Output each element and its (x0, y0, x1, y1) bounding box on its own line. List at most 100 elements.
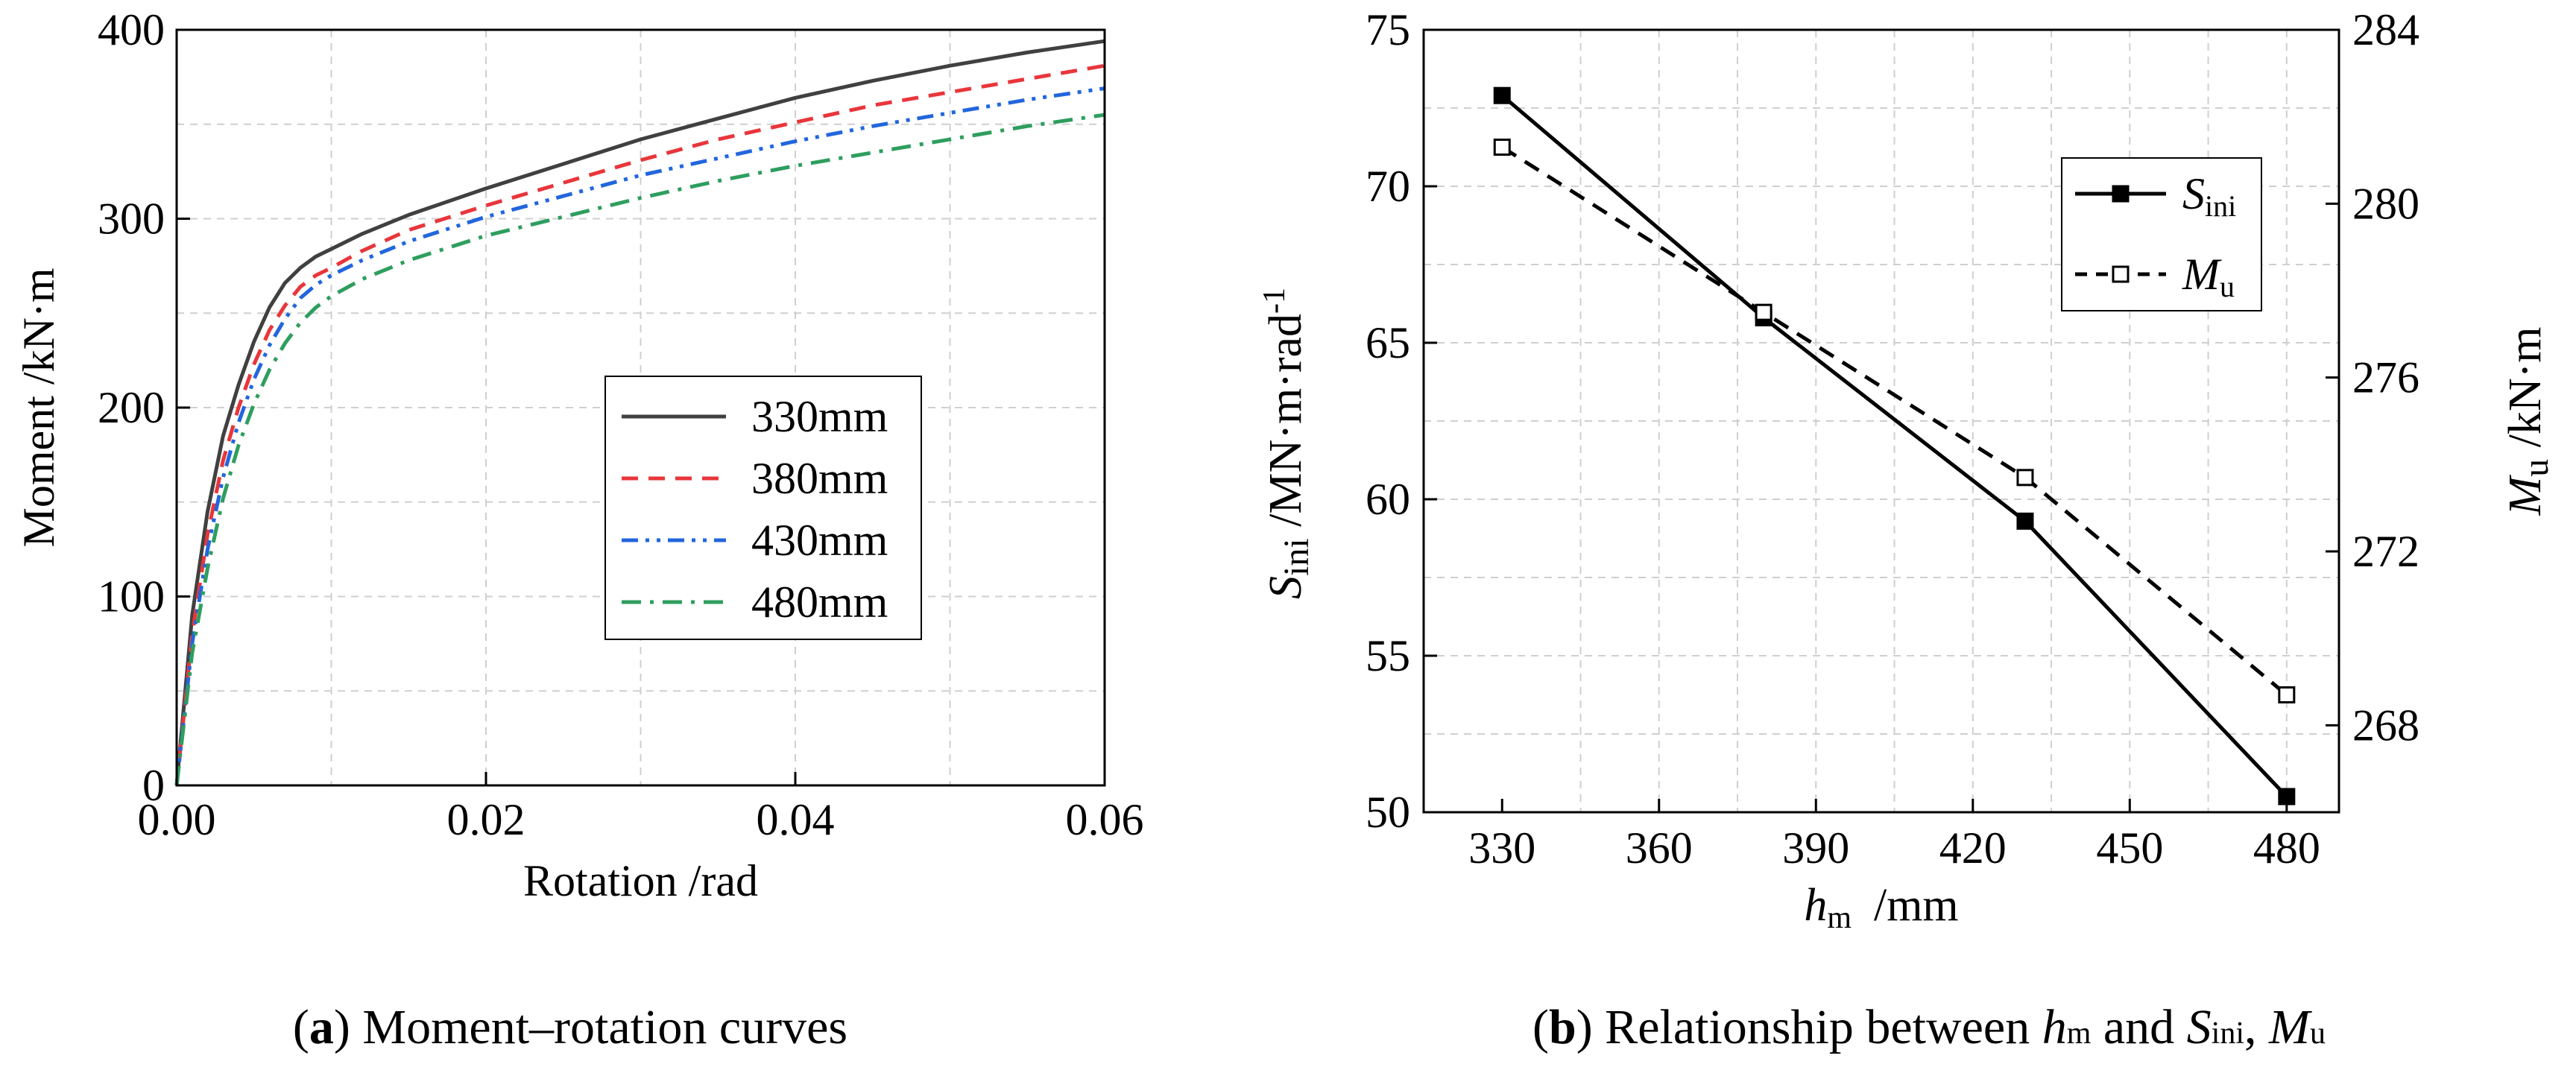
legend-symbol: S (2182, 169, 2205, 218)
caption-s: S (2187, 1000, 2212, 1054)
x-tick-label: 450 (2096, 823, 2163, 873)
x-axis-title: Rotation /rad (523, 856, 758, 905)
panel-label: a (309, 1000, 334, 1054)
legend-label-380mm: 380mm (751, 454, 888, 503)
y-right-tick-label: 276 (2352, 353, 2419, 402)
caption-prefix: Relationship between (1605, 1000, 2042, 1054)
legend-subscript: ini (2205, 189, 2236, 223)
y-axis-title: Moment /kN·m (14, 268, 63, 548)
series-line-480mm (174, 113, 1105, 786)
x-title-symbol: h (1804, 880, 1827, 931)
legend-box (2061, 157, 2262, 311)
relationship-chart: 330 360 390 420 450 480 50 55 60 65 70 75 268 272 27… (1257, 5, 2556, 1054)
y-left-tick-labels: 50 55 60 65 70 75 (1366, 5, 1410, 837)
legend-label-Sini: Sini (2182, 169, 2236, 223)
x-tick-label: 390 (1782, 823, 1849, 873)
panel-label: b (1549, 1000, 1576, 1054)
y-tick-label: 300 (98, 194, 165, 244)
legend-marker (2112, 185, 2130, 203)
caption-h-sub: m (2067, 1016, 2092, 1051)
series-line-330mm (174, 39, 1105, 786)
moment-rotation-chart: 0.00 0.02 0.04 0.06 0 100 200 300 400 Rotation … (14, 5, 1144, 1054)
x-tick-labels: 330 360 390 420 450 480 (1468, 823, 2320, 873)
caption-mid: and (2091, 1000, 2186, 1054)
legend-subscript: u (2220, 270, 2235, 303)
x-title-sub: m (1827, 901, 1852, 935)
y-right-title-unit: /kN·m (2500, 326, 2551, 458)
caption-m: M (2268, 1000, 2313, 1054)
y-left-tick-label: 55 (1366, 631, 1410, 680)
series-line-Mu (1500, 145, 2288, 697)
legend-symbol: M (2182, 250, 2222, 299)
legend: 330mm 380mm 430mm 480mm (604, 376, 922, 640)
y-left-tick-label: 70 (1366, 162, 1410, 211)
x-axis-title: hm/mm (1804, 880, 1958, 935)
x-tick-label: 420 (1939, 823, 2007, 873)
caption-text: Moment–rotation curves (362, 1000, 847, 1054)
legend-label-430mm: 430mm (751, 516, 888, 565)
x-tick-labels: 0.00 0.02 0.04 0.06 (138, 795, 1144, 844)
y-left-title-sub: ini (1277, 538, 1316, 576)
tick-marks (175, 28, 1106, 787)
y-left-axis-title: Sini /MN·m·rad-1 (1257, 288, 1316, 599)
caption-s-sub: ini (2212, 1016, 2244, 1051)
marker-Sini (2016, 512, 2034, 530)
y-right-tick-label: 284 (2352, 5, 2419, 54)
caption-h: h (2042, 1000, 2067, 1054)
y-right-tick-label: 272 (2352, 527, 2419, 576)
x-tick-label: 0.04 (757, 795, 835, 844)
legend-label-Mu: Mu (2182, 250, 2235, 303)
y-tick-label: 200 (98, 383, 165, 432)
x-tick-label: 480 (2253, 823, 2320, 873)
legend-marker (2112, 265, 2130, 283)
panel-label-open: ( (293, 1000, 309, 1054)
legend-label-330mm: 330mm (751, 392, 888, 441)
panel-label-open: ( (1532, 1000, 1549, 1054)
x-tick-label: 330 (1468, 823, 1535, 873)
y-tick-labels: 0 100 200 300 400 (98, 5, 165, 810)
y-left-title-symbol: S (1260, 576, 1311, 599)
x-title-unit: /mm (1874, 880, 1959, 931)
x-tick-label: 0.00 (138, 795, 216, 844)
grid-lines (177, 30, 1105, 785)
panel-label-close: ) (334, 1000, 362, 1054)
grid-lines (1424, 30, 2339, 812)
y-tick-label: 100 (98, 572, 165, 621)
panel-caption: (b) Relationship between hm and Sini, Mu (1532, 1000, 2326, 1054)
x-tick-label: 0.06 (1066, 795, 1144, 844)
legend-label-480mm: 480mm (751, 577, 888, 627)
y-left-tick-label: 60 (1366, 475, 1410, 524)
y-left-tick-label: 75 (1366, 5, 1410, 54)
caption-m-sub: u (2310, 1016, 2326, 1051)
plot-frame (1422, 28, 2340, 814)
marker-Mu (1493, 139, 1511, 156)
y-tick-label: 400 (98, 5, 165, 54)
x-tick-label: 0.02 (447, 795, 525, 844)
marker-Sini (1493, 86, 1511, 104)
series-line-Sini (1500, 94, 2288, 798)
legend-box (604, 376, 922, 640)
y-right-tick-labels: 268 272 276 280 284 (2352, 5, 2419, 750)
series-line-380mm (174, 63, 1105, 786)
series-lines (1493, 86, 2296, 806)
y-left-title-sup: -1 (1257, 288, 1292, 314)
y-right-title-symbol: M (2500, 475, 2551, 516)
y-right-tick-label: 280 (2352, 179, 2419, 228)
marker-Mu (2278, 686, 2296, 703)
y-left-tick-label: 50 (1366, 788, 1410, 837)
caption-comma: , (2244, 1000, 2269, 1054)
marker-Mu (2016, 469, 2034, 487)
x-tick-label: 360 (1626, 823, 1693, 873)
y-tick-label: 0 (142, 761, 165, 810)
panel-caption: (a) Moment–rotation curves (293, 1000, 847, 1054)
marker-Mu (1755, 303, 1772, 321)
y-right-tick-label: 268 (2352, 700, 2419, 750)
tick-marks (1424, 28, 2339, 814)
panel-label-close: ) (1576, 1000, 1605, 1054)
y-right-axis-title: Mu /kN·m (2500, 326, 2556, 516)
y-left-title-unit: /MN·m·rad (1260, 314, 1311, 538)
y-right-title-sub: u (2516, 459, 2556, 477)
legend: Sini Mu (2061, 157, 2262, 311)
y-left-tick-label: 65 (1366, 318, 1410, 367)
